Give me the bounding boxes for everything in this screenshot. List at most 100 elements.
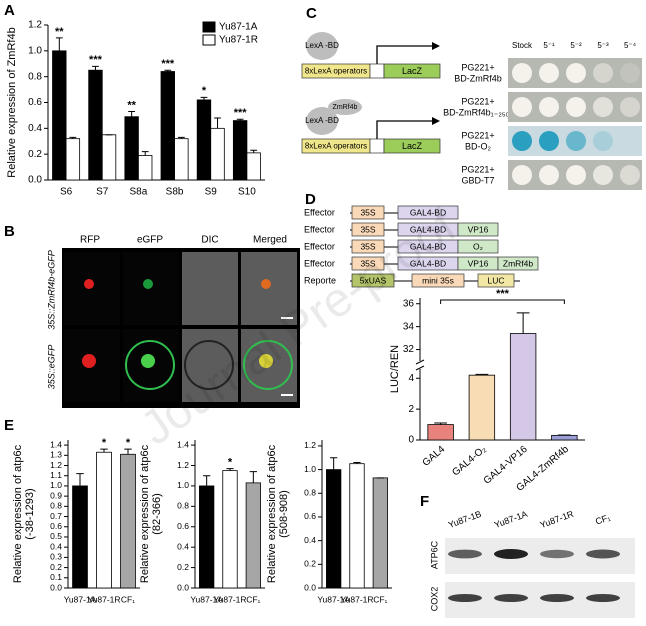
cell-outline — [125, 340, 175, 390]
error-bar — [226, 468, 234, 471]
y-tick-label: 1.1 — [50, 470, 62, 480]
x-tick-label: Yu87-1R — [340, 594, 373, 604]
error-bar — [434, 422, 448, 425]
construct-part — [457, 239, 499, 254]
bar — [222, 470, 238, 589]
bar — [372, 477, 388, 589]
x-tick-label: CF₁ — [246, 594, 260, 604]
signal — [141, 354, 155, 368]
y-tick-label: 0.4 — [50, 541, 62, 551]
error-bar — [200, 96, 208, 100]
significance-label: *** — [161, 58, 175, 70]
operator-label: 8xLexA operators — [305, 142, 367, 151]
bar — [246, 152, 261, 181]
dilution-label: 5⁻² — [570, 41, 582, 50]
construct-part-label: ZmRf4b — [503, 258, 534, 268]
band — [494, 549, 528, 559]
y-tick-label: 0.6 — [28, 97, 42, 108]
signal — [84, 279, 94, 289]
legend-swatch — [202, 34, 216, 46]
construct-part-label: VP16 — [468, 224, 489, 234]
y-tick-label: 1.0 — [28, 45, 42, 56]
arrowhead — [432, 117, 440, 125]
colony-spot — [539, 131, 559, 151]
construct-part — [497, 256, 539, 271]
strain-label: BD-ZmRf4b — [454, 73, 502, 83]
bar — [326, 469, 342, 589]
x-tick-label: S9 — [205, 187, 218, 198]
y-tick-label: 0.7 — [50, 511, 62, 521]
bar — [199, 485, 215, 589]
y-tick-label: 1.2 — [304, 440, 316, 450]
error-bar — [141, 151, 149, 156]
significance-bracket — [440, 299, 565, 304]
error-bar — [236, 118, 244, 121]
band — [448, 549, 482, 559]
reporter-label: LacZ — [402, 66, 423, 76]
bar — [124, 116, 139, 181]
colony-spot — [593, 97, 613, 117]
colony-spot — [512, 131, 532, 151]
tata — [369, 138, 385, 154]
band — [586, 549, 620, 559]
error-bar — [249, 471, 257, 483]
axis-break — [415, 359, 425, 365]
error-bar — [250, 149, 258, 153]
bar — [551, 434, 578, 441]
x-tick-label: S8b — [166, 187, 184, 198]
bar — [120, 453, 136, 589]
y-tick-label: 0.8 — [50, 501, 62, 511]
error-bar — [124, 448, 132, 455]
y-tick-label: 1.3 — [50, 450, 62, 460]
y-tick-label: 36 — [403, 298, 415, 309]
lexa-bd-label: LexA -BD — [305, 41, 339, 50]
dilution-label: 5⁻³ — [597, 41, 609, 50]
significance-label: ** — [127, 99, 136, 111]
bar — [245, 482, 261, 589]
colony-spot — [593, 63, 613, 83]
tata — [369, 63, 385, 79]
error-bar — [128, 111, 136, 117]
significance-label: *** — [234, 107, 248, 119]
y-tick-label: 1.0 — [50, 480, 62, 490]
error-bar — [330, 457, 338, 470]
bar — [52, 50, 67, 181]
reporter — [383, 138, 441, 154]
construct-part-label: 35S — [360, 241, 375, 251]
y-axis-label: Relative expression of atp6c — [139, 444, 151, 583]
y-tick-label: 1.2 — [28, 20, 42, 31]
row-label: 35S::ZmRf4b-eGFP — [46, 250, 56, 330]
construct-part — [351, 205, 385, 220]
colony-spot — [539, 165, 559, 185]
dilution-label: 5⁻⁴ — [624, 41, 637, 50]
error-bar — [475, 373, 489, 376]
signal — [259, 354, 273, 368]
panel-letter: E — [4, 417, 14, 434]
y-tick-label: 1.2 — [50, 460, 62, 470]
y-tick-label: 0.2 — [28, 149, 42, 160]
strain-label: PG221+ — [461, 130, 494, 140]
legend-label: Yu87-1R — [219, 35, 258, 46]
strain-label: GBD-T7 — [461, 175, 494, 185]
y-tick-label: 1.4 — [177, 439, 189, 449]
x-tick-label: S8a — [130, 187, 148, 198]
y-tick-label: 1.4 — [50, 439, 62, 449]
dilution-label: Stock — [512, 41, 533, 50]
colony-spot — [620, 63, 640, 83]
error-bar — [92, 65, 99, 71]
signal — [261, 279, 271, 289]
y-tick-label: 0.0 — [304, 582, 316, 592]
error-bar — [177, 136, 185, 139]
colony-spot — [566, 165, 586, 185]
y-tick-label: 0.8 — [28, 71, 42, 82]
reporter — [383, 63, 441, 79]
colony-spot — [539, 63, 559, 83]
effector-label: Effector — [304, 241, 335, 251]
band — [448, 594, 482, 602]
y-tick-label: 1.2 — [177, 460, 189, 470]
operator-label: 8xLexA operators — [305, 67, 367, 76]
bar — [138, 155, 153, 181]
significance-label: * — [102, 437, 107, 449]
significance-label: ** — [55, 26, 64, 38]
arrow — [376, 45, 432, 64]
